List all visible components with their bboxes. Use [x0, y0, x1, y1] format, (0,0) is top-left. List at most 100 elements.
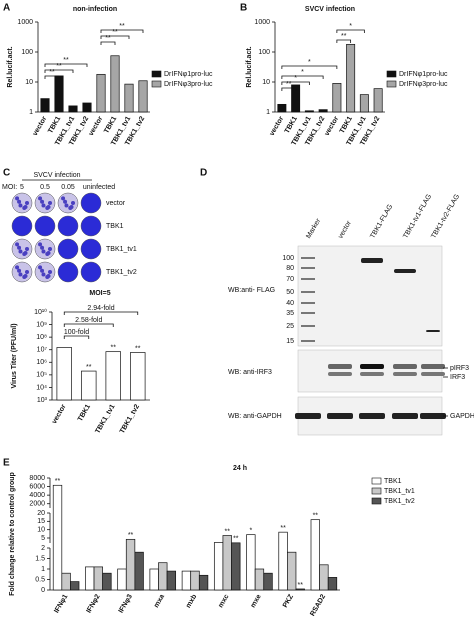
- bracket: [63, 311, 139, 315]
- x-tick-label: mxc: [217, 593, 230, 609]
- plaque-spot: [18, 272, 23, 277]
- moi-label: MOI:: [2, 184, 17, 191]
- bracket: [281, 87, 297, 91]
- marker-band: [301, 267, 315, 269]
- legend-swatch: [151, 70, 162, 78]
- marker-size: 35: [286, 310, 294, 317]
- x-tick-label: IFNφ1: [53, 593, 69, 614]
- band: [393, 372, 417, 376]
- plaque-spot: [48, 247, 52, 251]
- band: [327, 413, 353, 419]
- panel-letter: C: [3, 168, 10, 179]
- plaque-spot: [40, 199, 45, 204]
- bracket: [100, 29, 144, 33]
- band: [295, 413, 321, 419]
- marker-band: [301, 325, 315, 327]
- band: [360, 372, 384, 376]
- marker-size: 40: [286, 300, 294, 307]
- y-tick-label: 1: [29, 109, 33, 116]
- marker-size: 70: [286, 276, 294, 283]
- plaque-spot: [23, 204, 28, 209]
- legend-swatch: [151, 80, 162, 88]
- panel-letter: D: [200, 168, 207, 179]
- y-tick-label: 2000: [29, 501, 45, 508]
- bar: [81, 370, 97, 401]
- x-tick-label: PKZ: [282, 593, 295, 609]
- plaque-spot: [18, 203, 23, 208]
- bracket: [44, 75, 60, 79]
- bar: [304, 110, 314, 113]
- bracket: [336, 29, 365, 33]
- legend-label: DrIFNφ3pro-luc: [164, 81, 213, 88]
- bar: [149, 568, 159, 591]
- bar: [61, 572, 71, 591]
- significance: **: [298, 582, 304, 589]
- legend-swatch: [371, 497, 382, 505]
- comparison-label: **: [56, 63, 62, 70]
- well: [80, 261, 102, 283]
- y-tick-label: 10⁴: [36, 384, 47, 391]
- significance: **: [313, 513, 319, 520]
- plaque-spot: [25, 247, 29, 251]
- bar: [125, 538, 136, 591]
- bracket: [100, 41, 116, 45]
- well: [57, 261, 79, 283]
- y-tick-label: 1.5: [35, 555, 45, 562]
- marker-size: 15: [286, 338, 294, 345]
- legend-label: DrIFNφ3pro-luc: [399, 81, 448, 88]
- bar: [213, 542, 224, 591]
- band: [328, 372, 352, 376]
- band-label: pIRF3: [450, 365, 469, 372]
- marker-size: 80: [286, 265, 294, 272]
- bar: [246, 534, 256, 591]
- y-tick-label: 20: [37, 510, 45, 517]
- x-tick-label: mxa: [153, 593, 166, 609]
- y-tick-label: 5: [41, 535, 45, 542]
- marker-band: [301, 291, 315, 293]
- legend-swatch: [386, 80, 397, 88]
- legend-label: TBK1: [384, 478, 402, 485]
- plaque-spot: [61, 196, 66, 201]
- plaque-spot: [46, 250, 51, 255]
- band: [359, 413, 385, 419]
- legend-label: DrIFNφ1pro-luc: [164, 71, 213, 78]
- lane-label: Marker: [305, 217, 322, 240]
- plaque-spot: [63, 199, 68, 204]
- plaque-spot: [17, 245, 22, 250]
- y-tick-label: 10⁹: [36, 321, 47, 328]
- y-tick-label: 1000: [17, 19, 33, 26]
- x-tick-label: mxb: [185, 593, 198, 609]
- row-label: TBK1: [106, 223, 124, 230]
- comparison-label: **: [105, 35, 111, 42]
- significance: **: [233, 536, 239, 543]
- significance: **: [280, 525, 286, 532]
- y-tick-label: 10⁷: [37, 347, 48, 354]
- x-tick-label: vector: [51, 403, 68, 425]
- bar: [158, 562, 168, 591]
- bar: [332, 83, 342, 113]
- well: [80, 238, 102, 260]
- legend-swatch: [371, 477, 382, 485]
- marker-band: [301, 302, 315, 304]
- bracket: [336, 39, 352, 43]
- y-tick-label: 100: [21, 49, 33, 56]
- bar: [291, 84, 301, 113]
- comparison-label: *: [294, 75, 297, 82]
- plaque-spot: [23, 273, 28, 278]
- bracket: [63, 335, 90, 339]
- comparison-label: *: [301, 69, 304, 76]
- bar: [346, 43, 356, 113]
- lane-label: TBK1-tv1-FLAG: [402, 193, 433, 240]
- y-axis-label: Rel.lucif.act.: [7, 46, 14, 87]
- bar: [54, 75, 64, 113]
- bar: [198, 574, 209, 591]
- marker-size: 50: [286, 289, 294, 296]
- significance: **: [224, 528, 230, 535]
- chart-title: 24 h: [233, 465, 247, 472]
- x-tick-label: TBK1_tv1: [94, 403, 116, 435]
- y-tick-label: 0.5: [35, 576, 45, 583]
- bar: [318, 109, 328, 113]
- y-tick-label: 10⁸: [36, 334, 47, 341]
- bracket: [100, 35, 130, 39]
